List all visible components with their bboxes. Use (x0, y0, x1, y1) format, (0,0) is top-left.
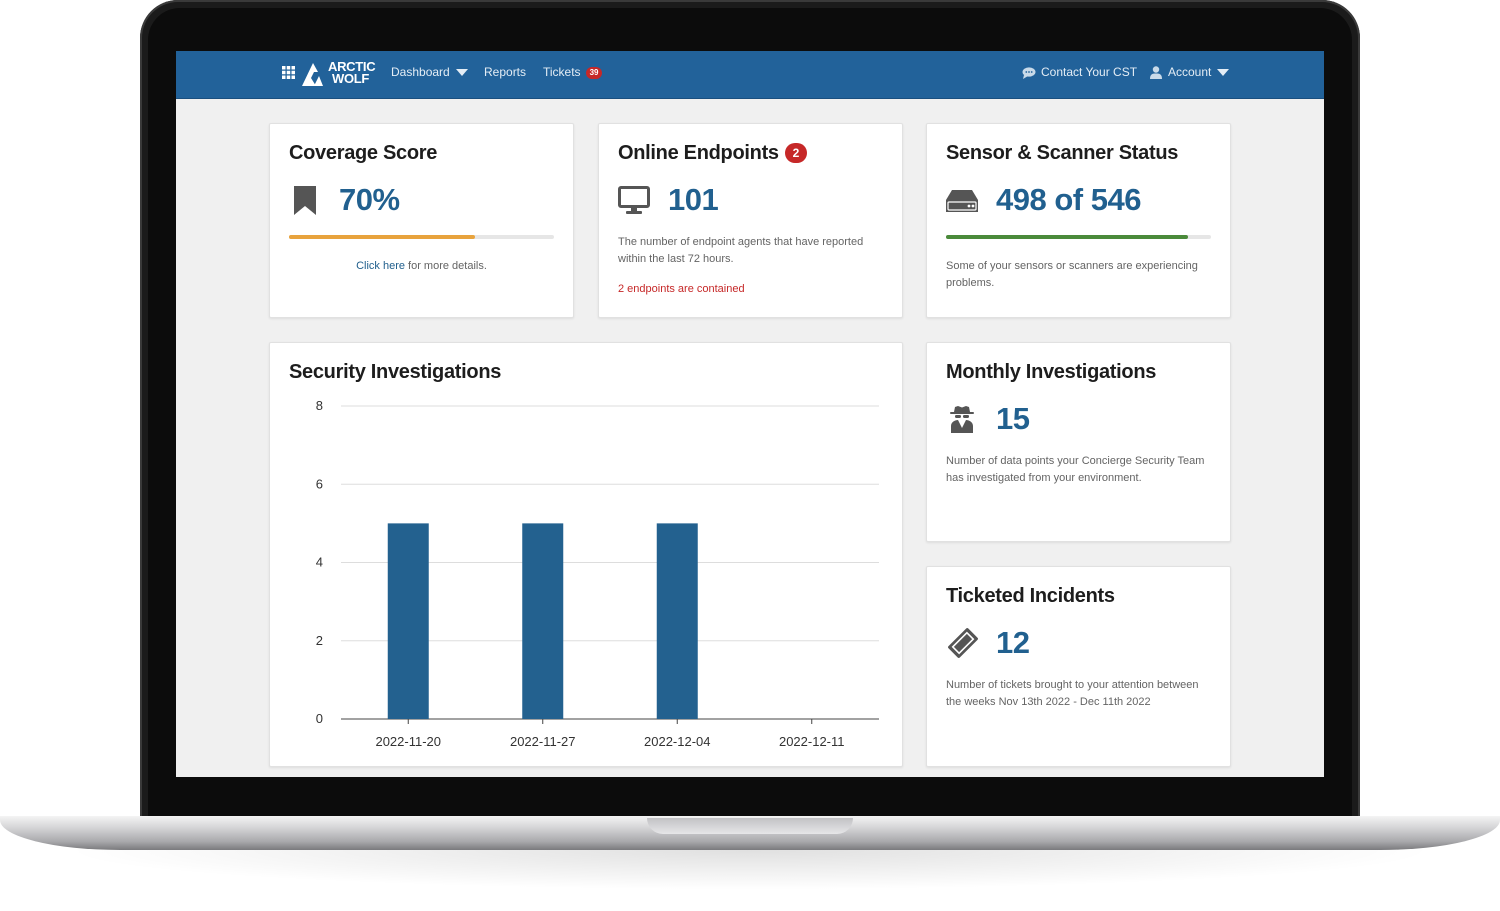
chevron-down-icon (455, 69, 468, 77)
coverage-details-suffix: for more details. (404, 260, 487, 272)
monitor-icon (618, 186, 650, 214)
nav-dashboard[interactable]: Dashboard (391, 51, 468, 98)
x-tick-label: 2022-11-20 (375, 734, 441, 749)
server-drive-icon (946, 190, 978, 212)
laptop-notch (647, 818, 853, 834)
arctic-wolf-logo[interactable] (300, 60, 372, 88)
ticketed-incidents-card: Ticketed Incidents 12 Number of tickets … (926, 566, 1231, 767)
monthly-investigations-card: Monthly Investigations 15 Number of data… (926, 342, 1231, 542)
y-tick-label: 4 (316, 555, 323, 570)
card-title: Ticketed Incidents (946, 585, 1115, 607)
top-nav: ARCTIC WOLF Dashboard Reports Tickets 39 … (176, 51, 1324, 99)
card-title: Monthly Investigations (946, 361, 1157, 383)
chart-title: Security Investigations (289, 361, 502, 383)
sensor-progress-bar (946, 235, 1211, 239)
x-tick-label: 2022-11-27 (510, 734, 576, 749)
online-endpoints-card: Online Endpoints 2 101 The number of endp… (598, 123, 903, 318)
nav-reports[interactable]: Reports (484, 51, 526, 98)
security-investigations-chart: 0 2 4 6 8 2022-11-20 2022-11-27 2022-12-04 2022-… (316, 398, 879, 749)
nav-dashboard-label: Dashboard (391, 65, 450, 79)
coverage-score-value: 70% (339, 182, 400, 217)
endpoints-description: The number of endpoint agents that have … (618, 236, 864, 265)
brand-wordmark: ARCTIC WOLF (328, 59, 376, 86)
nav-reports-label: Reports (484, 65, 527, 79)
online-endpoints-value: 101 (668, 182, 719, 217)
coverage-progress-fill (289, 235, 475, 239)
coverage-details-text: Click here for more details. (270, 258, 573, 275)
user-icon (1150, 66, 1162, 80)
bookmark-icon (294, 186, 316, 215)
sensor-status-value: 498 of 546 (996, 182, 1141, 217)
nav-contact-cst[interactable]: Contact Your CST (1022, 51, 1137, 98)
endpoints-contained-alert[interactable]: 2 endpoints are contained (618, 283, 745, 295)
security-investigations-card: Security Investigations 0 2 4 6 8 2022-11-20 2… (269, 342, 903, 767)
monthly-investigations-value: 15 (996, 401, 1030, 436)
nav-account-label: Account (1168, 65, 1212, 79)
sensor-scanner-card: Sensor & Scanner Status 498 of 546 Some … (926, 123, 1231, 318)
apps-grid-icon[interactable] (282, 66, 295, 79)
coverage-score-card: Coverage Score 70% Click here for more d… (269, 123, 574, 318)
y-tick-label: 0 (316, 711, 323, 726)
nav-account[interactable]: Account (1150, 51, 1230, 98)
sensor-progress-fill (946, 235, 1188, 239)
dashboard-screen: ARCTIC WOLF Dashboard Reports Tickets 39 … (176, 51, 1324, 777)
click-here-link[interactable]: Click here (356, 260, 405, 272)
x-tick-label: 2022-12-04 (644, 734, 711, 749)
coverage-progress-bar (289, 235, 554, 239)
chevron-down-icon (1217, 69, 1230, 77)
y-tick-label: 8 (316, 398, 323, 413)
endpoints-alert-badge: 2 (784, 143, 807, 163)
tickets-count-badge: 39 (585, 66, 603, 79)
bar (522, 523, 564, 719)
card-title: Sensor & Scanner Status (946, 142, 1179, 164)
sensor-status-description: Some of your sensors or scanners are exp… (946, 260, 1198, 289)
y-tick-label: 2 (316, 633, 323, 648)
laptop-shadow (60, 850, 1440, 890)
ticket-icon (948, 628, 978, 658)
monthly-investigations-description: Number of data points your Concierge Sec… (946, 455, 1205, 484)
y-tick-label: 6 (316, 476, 323, 491)
nav-tickets-label: Tickets (543, 65, 581, 79)
card-title: Coverage Score (289, 142, 438, 164)
chat-bubble-icon (1022, 67, 1036, 79)
card-title: Online Endpoints 2 (618, 142, 807, 165)
nav-contact-label: Contact Your CST (1041, 65, 1138, 79)
nav-tickets[interactable]: Tickets 39 (543, 51, 603, 98)
spy-agent-icon (950, 406, 974, 433)
bar (656, 523, 698, 719)
bar (387, 523, 429, 719)
online-endpoints-title: Online Endpoints (618, 142, 779, 164)
ticketed-incidents-value: 12 (996, 625, 1030, 660)
brand-line-1: ARCTIC (328, 59, 376, 74)
ticketed-incidents-description: Number of tickets brought to your attent… (946, 679, 1199, 708)
x-tick-label: 2022-12-11 (779, 734, 845, 749)
brand-line-2: WOLF (332, 71, 370, 86)
